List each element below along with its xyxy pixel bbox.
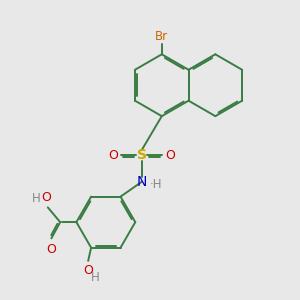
- Text: H: H: [91, 271, 100, 284]
- Text: ·H: ·H: [150, 178, 163, 191]
- Text: Br: Br: [155, 30, 168, 43]
- Text: O: O: [108, 149, 118, 162]
- Text: O: O: [165, 149, 175, 162]
- Text: H: H: [32, 192, 41, 205]
- Text: O: O: [83, 264, 93, 278]
- Text: N: N: [136, 175, 147, 189]
- Text: O: O: [41, 191, 51, 204]
- Text: O: O: [46, 243, 56, 256]
- Text: S: S: [137, 148, 147, 162]
